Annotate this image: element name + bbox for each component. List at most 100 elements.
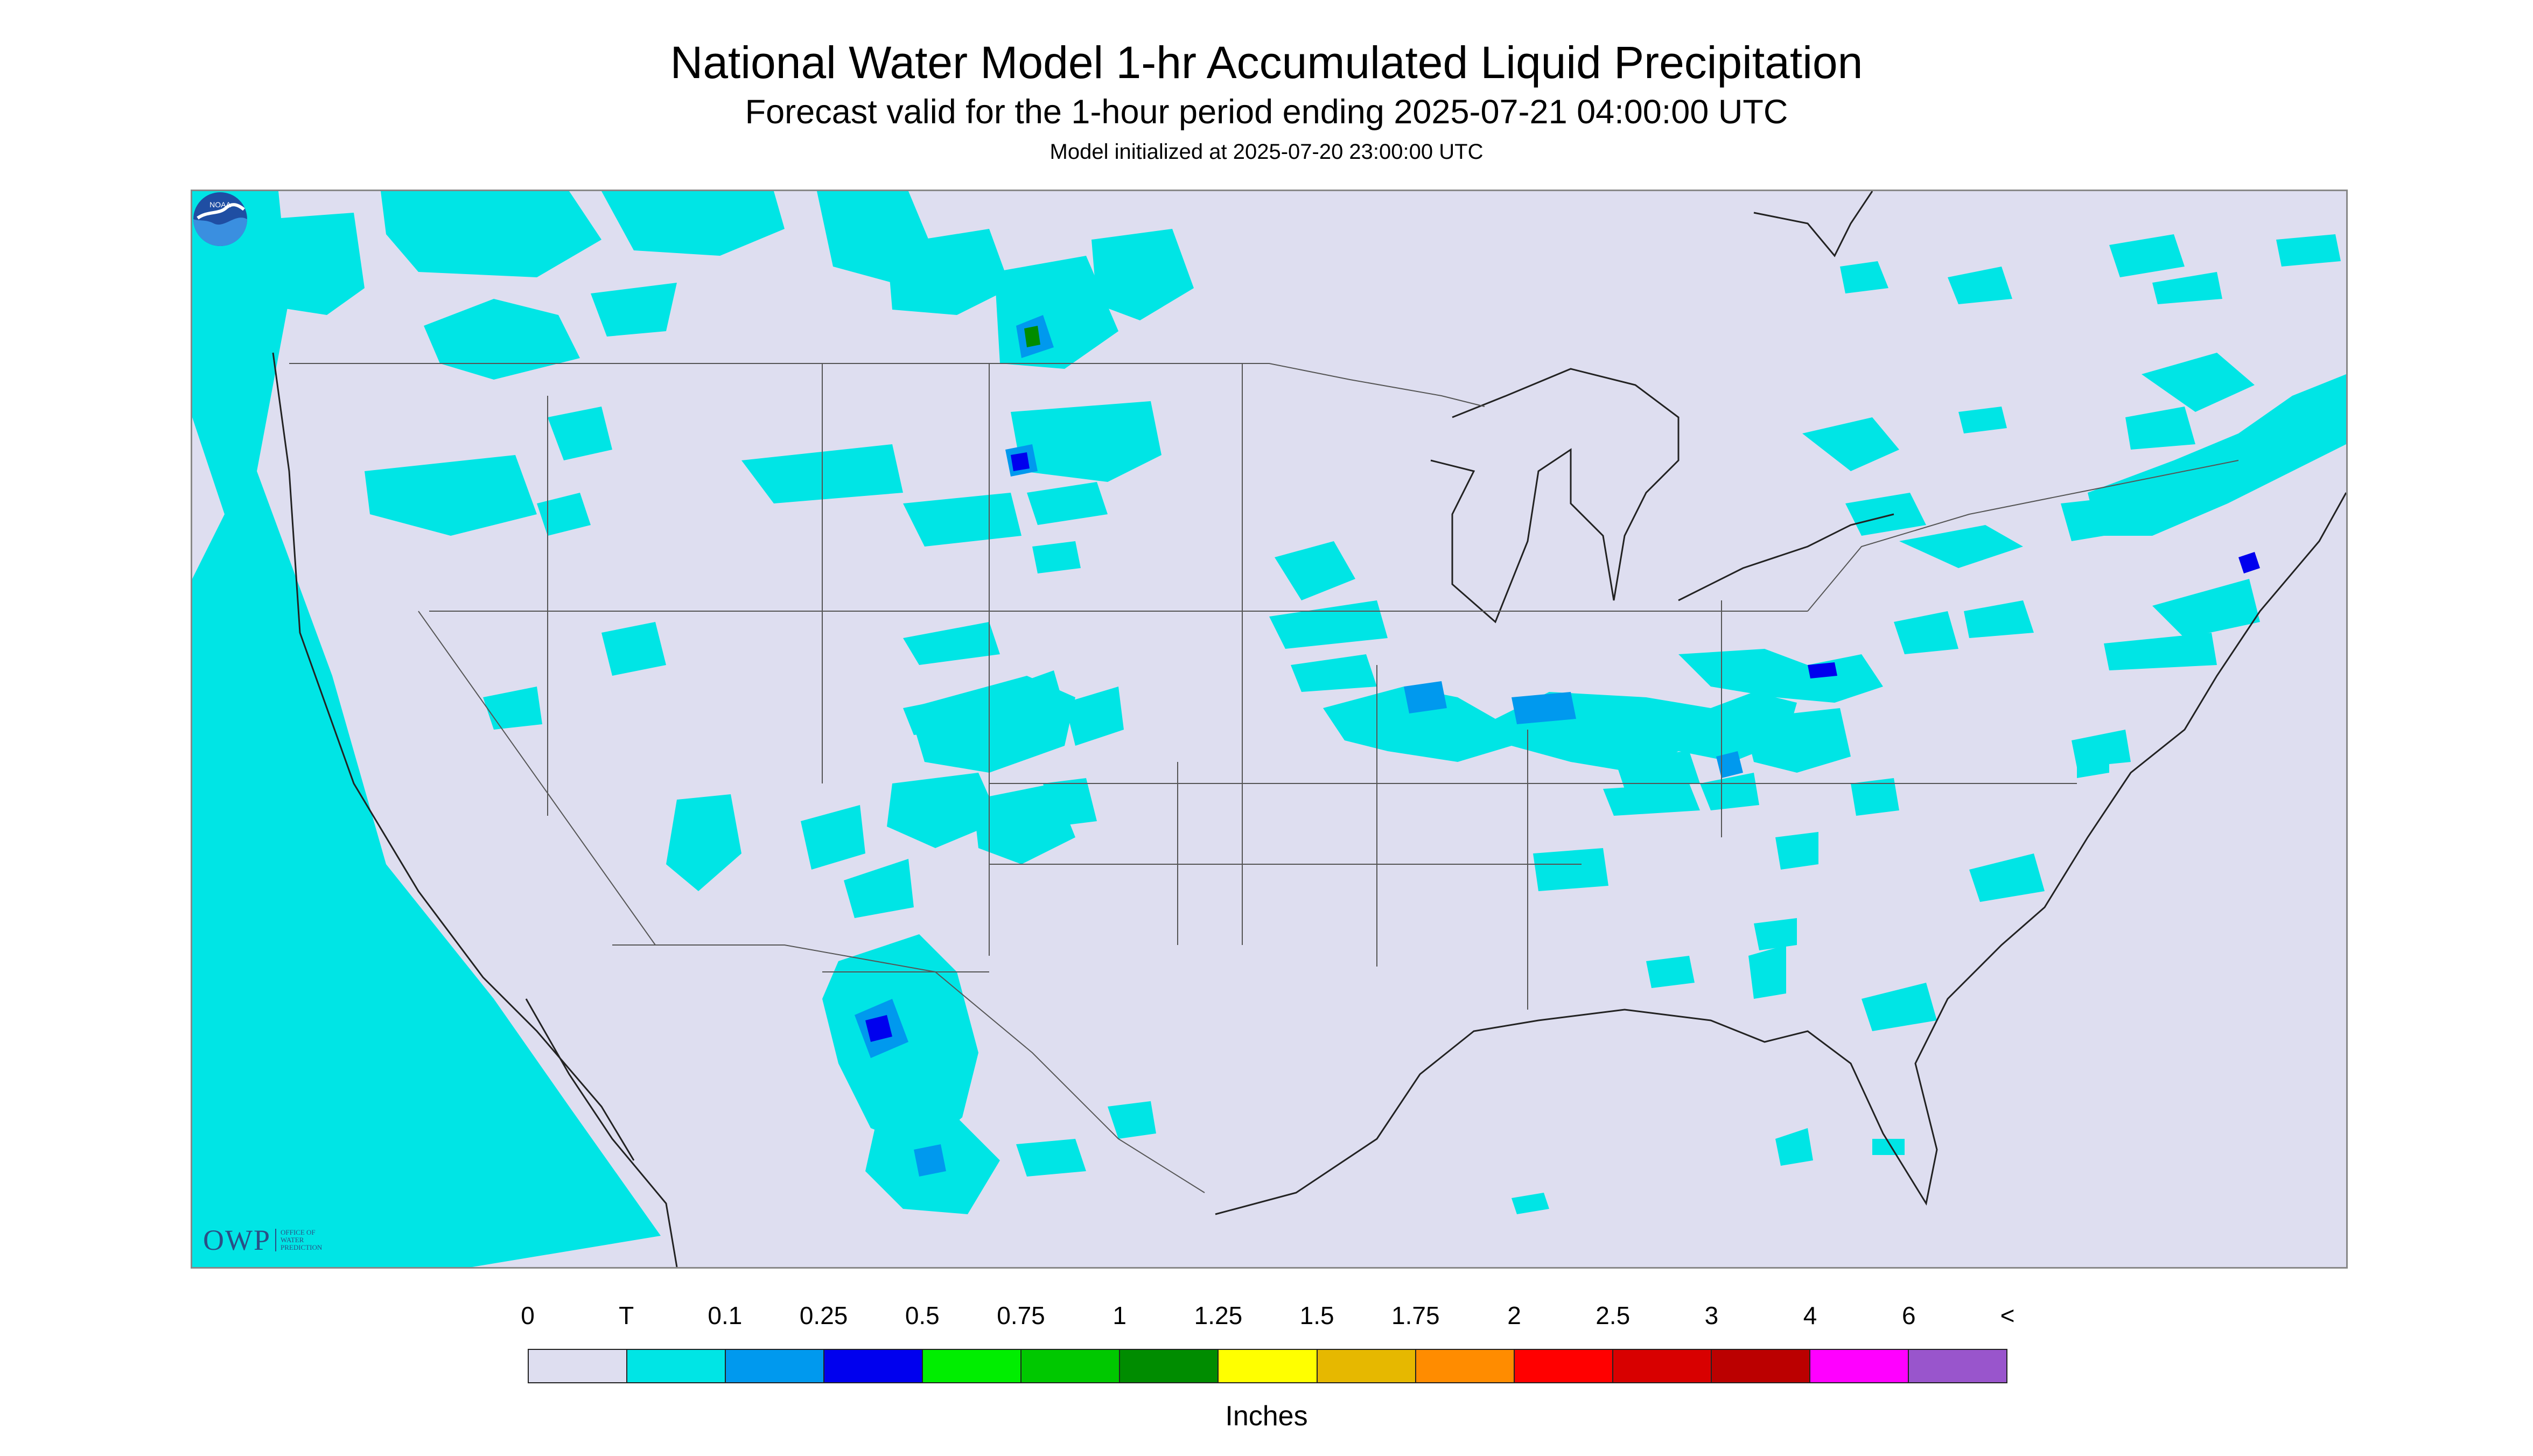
coverage-mask-east	[2002, 460, 2346, 1267]
legend-swatch	[1810, 1350, 1909, 1382]
owp-logo: OWP OFFICE OF WATER PREDICTION	[203, 1222, 340, 1258]
precip-cell	[1291, 654, 1377, 692]
state-line	[418, 611, 656, 946]
political-borders	[289, 363, 2239, 1193]
precip-cell	[1043, 778, 1097, 827]
trace-region-west	[192, 191, 661, 1267]
precip-cell	[1775, 832, 1818, 870]
legend-tick-label: 1	[1112, 1301, 1126, 1329]
precip-core	[1404, 681, 1447, 713]
precip-cell	[903, 622, 1000, 665]
us-canada-border	[289, 363, 1485, 407]
precip-cell	[1646, 956, 1695, 988]
legend-tick-label: 3	[1704, 1301, 1719, 1329]
legend-swatch	[1711, 1350, 1810, 1382]
precip-cell	[2088, 374, 2346, 536]
precip-cell	[2109, 234, 2185, 277]
precipitation-map: OWP OFFICE OF WATER PREDICTION NOAA	[191, 190, 2348, 1269]
legend-tick-label: 4	[1803, 1301, 1817, 1329]
precip-cell	[1899, 525, 2023, 568]
precip-cell	[1958, 407, 2007, 433]
legend-units-label: Inches	[1225, 1401, 1308, 1432]
legend-swatch	[1021, 1350, 1121, 1382]
state-line	[1807, 460, 2239, 612]
precip-cell	[1512, 1193, 1549, 1214]
precip-cell	[1894, 611, 1958, 654]
precip-cell	[1754, 918, 1797, 950]
west-coastline	[272, 352, 635, 1161]
precip-cell	[1851, 778, 1899, 816]
precip-legend: 0 T 0.1 0.25 0.5 0.75 1 1.25 1.5 1.75 2 2.5 3 4 6 <	[521, 1300, 2014, 1397]
coastlines	[272, 191, 2346, 1267]
precip-cell	[1748, 945, 1786, 999]
precip-core	[1024, 326, 1040, 347]
gulf-coastline	[1215, 492, 2346, 1215]
precip-cell	[1845, 493, 1926, 536]
precip-cell	[365, 455, 537, 536]
precip-core	[865, 1015, 892, 1042]
legend-tick-label: <	[2000, 1301, 2015, 1329]
map-title: National Water Model 1-hr Accumulated Li…	[670, 37, 1863, 88]
precip-cell	[483, 687, 542, 730]
precip-core	[1011, 452, 1030, 471]
precip-cell	[666, 794, 741, 891]
precip-cell	[1016, 1139, 1086, 1177]
lake-erie	[1678, 513, 1894, 601]
precip-core	[1512, 692, 1576, 724]
legend-tick-label: 6	[1902, 1301, 1916, 1329]
precip-cell	[424, 299, 580, 380]
precip-cell	[601, 191, 785, 256]
precip-cell	[1011, 401, 1161, 482]
precip-cell	[381, 191, 601, 277]
precip-cell	[887, 773, 1000, 848]
noaa-logo-icon: NOAA	[193, 192, 247, 246]
precip-cell	[1269, 600, 1388, 649]
precip-cell	[1533, 848, 1608, 891]
precip-cell	[1603, 783, 1700, 816]
legend-tick-label: 2.5	[1596, 1301, 1631, 1329]
legend-tick-label: 0.5	[905, 1301, 940, 1329]
legend-swatch	[627, 1350, 726, 1382]
precip-cell	[2104, 633, 2217, 670]
precip-cell	[2276, 234, 2341, 267]
precip-cell	[903, 493, 1021, 547]
precip-cell	[1700, 773, 1759, 810]
precip-cell	[1862, 983, 1937, 1031]
precip-cell	[1027, 482, 1108, 525]
map-canvas	[192, 191, 2346, 1267]
precip-cell	[1275, 541, 1355, 600]
legend-tick-label: 2	[1507, 1301, 1521, 1329]
noaa-logo-text: NOAA	[209, 200, 231, 209]
legend-swatch	[1416, 1350, 1515, 1382]
legend-tick-label: 0.1	[708, 1301, 743, 1329]
precip-cell	[537, 493, 591, 536]
legend-swatch	[1908, 1350, 2006, 1382]
precip-cell	[1872, 1139, 1905, 1155]
precip-cell	[978, 670, 1065, 730]
precip-cell	[601, 622, 666, 676]
legend-tick-label: 0.75	[997, 1301, 1045, 1329]
hudson-bay-coast	[1753, 191, 1873, 257]
precip-cell	[2152, 579, 2260, 638]
baja-peninsula	[525, 998, 678, 1267]
precip-cell	[2125, 407, 2195, 450]
owp-logo-text: OWP	[203, 1224, 271, 1256]
owp-logo-subtext: OFFICE OF WATER PREDICTION	[275, 1229, 340, 1251]
precip-cell	[887, 229, 1011, 315]
legend-swatch	[1219, 1350, 1318, 1382]
legend-tick-label: 1.25	[1194, 1301, 1243, 1329]
precip-cell	[2077, 746, 2109, 778]
precip-cell	[208, 213, 365, 315]
precip-cell	[1840, 261, 1888, 293]
precip-cell	[1065, 687, 1124, 746]
precip-cell	[1743, 708, 1851, 773]
forecast-valid-subtitle: Forecast valid for the 1-hour period end…	[745, 93, 1788, 131]
precip-cell	[1108, 1101, 1156, 1139]
legend-swatch	[1514, 1350, 1613, 1382]
legend-swatch	[1317, 1350, 1416, 1382]
precip-cell	[1091, 229, 1194, 320]
precip-core	[1808, 662, 1837, 678]
precip-cell	[1678, 649, 1883, 703]
precip-core	[914, 1144, 946, 1177]
legend-tick-label: 1.75	[1391, 1301, 1440, 1329]
